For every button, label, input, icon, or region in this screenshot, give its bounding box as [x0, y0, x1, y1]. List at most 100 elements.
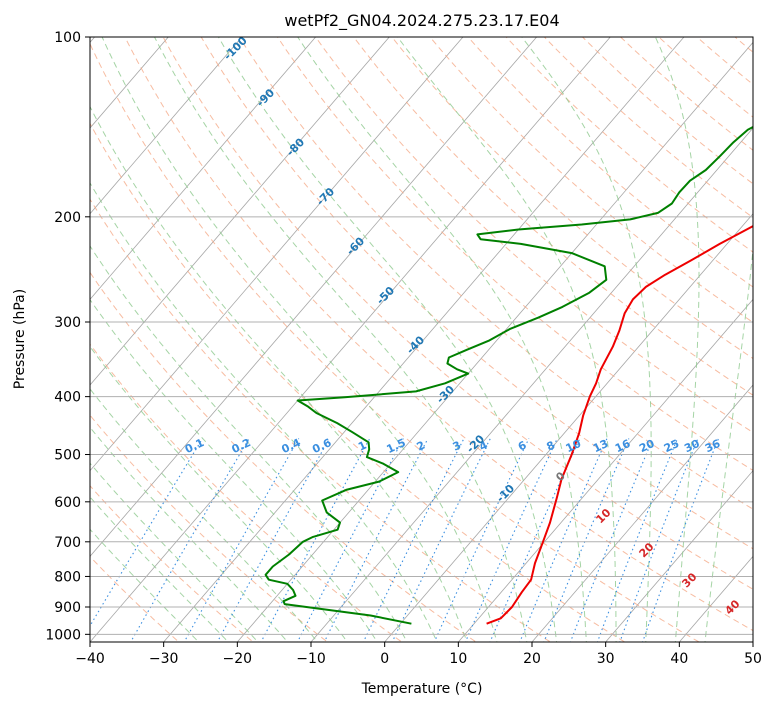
dry-adiabat-label: -90: [254, 86, 277, 109]
mixing-ratio-line: [216, 438, 330, 642]
mixing-ratio-line: [260, 438, 371, 642]
moist-adiabat-line: [90, 528, 200, 642]
mixing-ratio-label: 30: [682, 437, 702, 455]
mixing-ratio-label: 0.6: [310, 436, 333, 456]
y-tick-label: 500: [54, 448, 81, 464]
plot-frame: [89, 36, 754, 643]
moist-adiabat-line: [90, 345, 348, 642]
moist-adiabat-line: [297, 37, 587, 642]
dry-adiabat-line: [200, 37, 753, 550]
y-tick-label: 100: [54, 30, 81, 46]
dry-adiabat-line: [90, 42, 700, 642]
y-tick-label: 300: [54, 315, 81, 331]
x-tick-label: −20: [223, 651, 253, 667]
line-labels: 0.1 0.2 0.4 0.6 1 1.5 2 3 4 6 8 10 13 16 20 25 30 36-100-…: [183, 34, 743, 617]
moist-adiabat-label: 10: [593, 506, 613, 526]
isotherm-line: [531, 384, 753, 642]
x-tick-label: −30: [149, 651, 179, 667]
moist-adiabat-line: [704, 245, 753, 642]
chart-title: wetPf2_GN04.2024.275.23.17.E04: [284, 11, 559, 31]
mixing-ratio-label: 20: [637, 437, 657, 455]
dry-adiabat-label: -70: [314, 185, 337, 208]
isotherm-line: [90, 37, 464, 472]
x-axis: −40 −30 −20 −10 0 10 20 30 40 50: [75, 642, 762, 667]
mixing-ratio-line: [391, 438, 491, 642]
dewpoint-line: [264, 125, 753, 625]
background-lines: [90, 37, 753, 642]
temperature-line: [486, 224, 753, 625]
isotherm-line: [90, 37, 317, 300]
dry-adiabat-line: [90, 343, 403, 642]
mixing-ratio-line: [362, 438, 465, 642]
mixing-ratio-line: [489, 438, 581, 642]
moist-adiabat-line: [90, 105, 468, 642]
moist-adiabat-line: [396, 37, 617, 642]
x-tick-label: 0: [380, 651, 389, 667]
dry-adiabat-line: [581, 37, 753, 185]
mixing-ratio-line: [596, 438, 679, 642]
dry-adiabat-line: [90, 122, 626, 642]
dry-adiabat-line: [505, 37, 753, 253]
x-tick-label: 10: [449, 651, 467, 667]
dry-adiabat-line: [90, 555, 180, 642]
dry-adiabat-label: -100: [221, 34, 250, 63]
dry-adiabat-line: [734, 37, 753, 53]
dry-adiabat-line: [90, 271, 477, 642]
mixing-ratio-label: 25: [662, 437, 681, 455]
dry-adiabat-line: [90, 198, 552, 642]
mixing-ratio-label: 0.1: [183, 436, 206, 456]
isotherm-line: [90, 37, 390, 386]
x-tick-label: 40: [670, 651, 688, 667]
mixing-ratio-line: [464, 438, 558, 642]
moist-adiabat-line: [217, 37, 558, 642]
dry-adiabat-line: [696, 37, 753, 86]
moist-adiabat-line: [521, 37, 652, 642]
mixing-ratio-line: [323, 438, 429, 642]
mixing-ratio-label: 16: [613, 437, 633, 455]
y-tick-label: 200: [54, 210, 81, 226]
isotherm-line: [90, 37, 243, 215]
mixing-ratio-label: 13: [591, 437, 610, 455]
isotherm-line: [752, 641, 753, 642]
dry-adiabat-line: [467, 37, 753, 288]
y-tick-label: 800: [54, 569, 81, 585]
dry-adiabat-line: [238, 37, 753, 510]
mixing-ratio-line: [543, 438, 630, 642]
isotherm-line: [457, 298, 753, 642]
dry-adiabat-line: [162, 37, 753, 590]
moist-adiabat-line: [90, 298, 378, 642]
mixing-ratio-line: [183, 438, 300, 642]
dry-adiabat-line: [90, 485, 254, 642]
dry-adiabat-line: [90, 414, 329, 642]
dry-adiabat-label: -40: [404, 333, 427, 356]
dry-adiabat-label: -50: [374, 284, 397, 307]
mixing-ratio-line: [129, 438, 250, 642]
moist-adiabat-line: [153, 37, 528, 642]
y-axis: 100 200 300 400 500 600 700 800 900 1000: [45, 30, 90, 643]
y-tick-label: 1000: [45, 627, 81, 643]
y-tick-label: 700: [54, 535, 81, 551]
mixing-ratio-line: [519, 438, 608, 642]
dry-adiabat-line: [391, 37, 753, 360]
isotherm-line: [605, 470, 753, 642]
dry-adiabat-line: [619, 37, 753, 151]
y-tick-label: 400: [54, 390, 81, 406]
x-tick-label: 50: [744, 651, 762, 667]
mixing-ratio-label: 0.4: [280, 436, 303, 456]
mixing-ratio-line: [433, 438, 530, 642]
moist-adiabat-line: [90, 245, 408, 642]
isotherm-line: [90, 37, 611, 642]
moist-adiabat-line: [90, 496, 229, 642]
y-tick-label: 600: [54, 495, 81, 511]
dry-adiabat-line: [658, 37, 753, 118]
mixing-ratio-label: 6: [516, 438, 529, 453]
dry-adiabat-line: [429, 37, 753, 324]
moist-adiabat-label: 0: [553, 469, 568, 484]
moist-adiabat-line: [90, 182, 438, 642]
mixing-ratio-label: 8: [545, 439, 557, 454]
mixing-ratio-label: 2: [415, 439, 427, 454]
mixing-ratio-line: [296, 438, 404, 642]
mixing-ratio-line: [619, 438, 699, 642]
x-tick-label: −40: [75, 651, 105, 667]
moist-adiabat-line: [654, 37, 700, 642]
